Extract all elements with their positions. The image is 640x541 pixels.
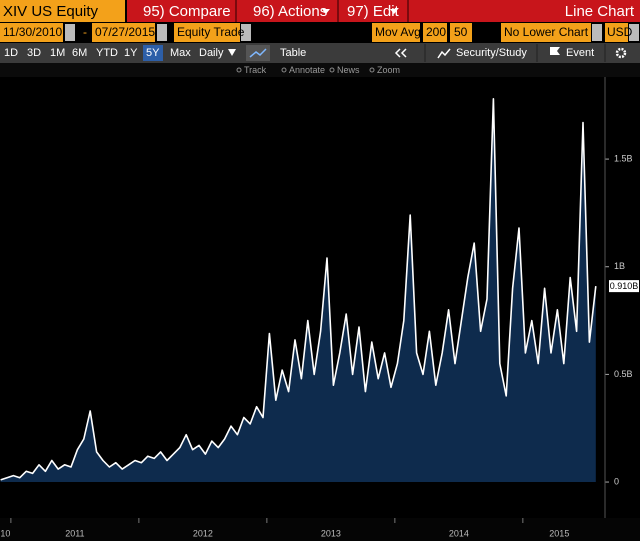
settings-icon[interactable] [615,47,627,59]
event-button[interactable]: Event [566,47,594,59]
mov-avg-1[interactable]: 200 [426,25,446,39]
x-tick-label: 2015 [549,528,569,538]
x-tick-label: 2013 [321,528,341,538]
lower-chart-field[interactable] [501,23,591,42]
dropdown-arrow[interactable] [228,49,236,56]
source[interactable]: Equity Trade [177,25,245,39]
mov-avg-label: Mov Avg [375,25,421,39]
period-highlight[interactable] [143,45,163,61]
date-dash: - [83,25,87,39]
date-field[interactable] [92,23,155,42]
x-tick-label: 10 [0,528,10,538]
tool-icon[interactable] [281,67,287,73]
lower-chart[interactable]: No Lower Chart [504,25,589,39]
x-tick-label: 2014 [449,528,469,538]
dropdown-button[interactable] [629,24,639,41]
source-field[interactable] [174,23,240,42]
chart-tools: Track Annotate News Zoom [236,65,400,75]
period-buttons: 1D 3D 1M 6M YTD 1Y 5Y Max [4,45,191,61]
mov-avg-label-box [372,23,420,42]
currency[interactable]: USD [607,25,633,39]
menu-item[interactable]: 95) Compare [143,3,231,20]
menu-item[interactable]: 96) Actions [253,3,327,20]
end-date[interactable]: 07/27/2015 [95,25,155,39]
period-button[interactable]: 1D [4,47,18,59]
dropdown-button[interactable] [241,24,251,41]
tool-button[interactable]: Zoom [377,65,400,75]
period-button[interactable]: 5Y [146,47,160,59]
series-line [0,98,597,481]
chart-icon [249,48,267,58]
frequency[interactable]: Daily [199,47,224,59]
dropdown-button[interactable] [592,24,602,41]
dropdown-arrow [322,9,330,14]
menu-item[interactable]: 97) Edit [347,3,400,20]
date-field[interactable] [0,23,63,42]
y-tick-label: 0 [614,476,619,486]
x-tick-label: 2011 [65,528,84,538]
calendar-button[interactable] [65,24,75,41]
table-button[interactable]: Table [280,47,306,59]
y-tick-label: 1.5B [614,153,633,163]
collapse-icon[interactable] [394,48,407,58]
view-title: Line Chart [565,3,635,20]
mov-avg-2[interactable]: 50 [454,25,468,39]
calendar-button[interactable] [157,24,167,41]
x-axis-strip [0,518,640,541]
currency-field[interactable] [605,23,628,42]
series-area [0,98,596,483]
tool-icon[interactable] [236,67,242,73]
tool-icon[interactable] [369,67,375,73]
y-tick-label: 0.5B [614,369,633,379]
mov-avg-field[interactable] [450,23,472,42]
y-tick-label: 1B [614,261,625,271]
mov-avg-field[interactable] [423,23,447,42]
dropdown-arrow [390,9,398,14]
ticker[interactable]: XIV US Equity [3,3,99,20]
tool-button[interactable]: Track [244,65,267,75]
last-value-box [609,280,639,293]
last-value-label: 0.910B [610,281,639,291]
x-tick-label: 2012 [193,528,213,538]
period-button[interactable]: 1Y [124,47,138,59]
tool-button[interactable]: News [337,65,360,75]
tool-bar [0,63,640,77]
study-icon[interactable] [437,48,451,59]
security-study-button[interactable]: Security/Study [456,47,527,59]
menu-bar [127,0,640,22]
ticker-box[interactable] [0,0,125,22]
period-button[interactable]: 3D [27,47,41,59]
tool-icon[interactable] [329,67,335,73]
event-icon[interactable] [550,47,560,59]
period-button[interactable]: 1M [50,47,65,59]
period-button[interactable]: Max [170,47,191,59]
period-button[interactable]: 6M [72,47,87,59]
plot: 0 0.5B 1B 1.5B 0.910B 10 2011 2012 2013 2014 2015 [0,77,639,538]
period-button[interactable]: YTD [96,47,118,59]
start-date[interactable]: 11/30/2010 [3,25,62,39]
tool-button[interactable]: Annotate [289,65,325,75]
